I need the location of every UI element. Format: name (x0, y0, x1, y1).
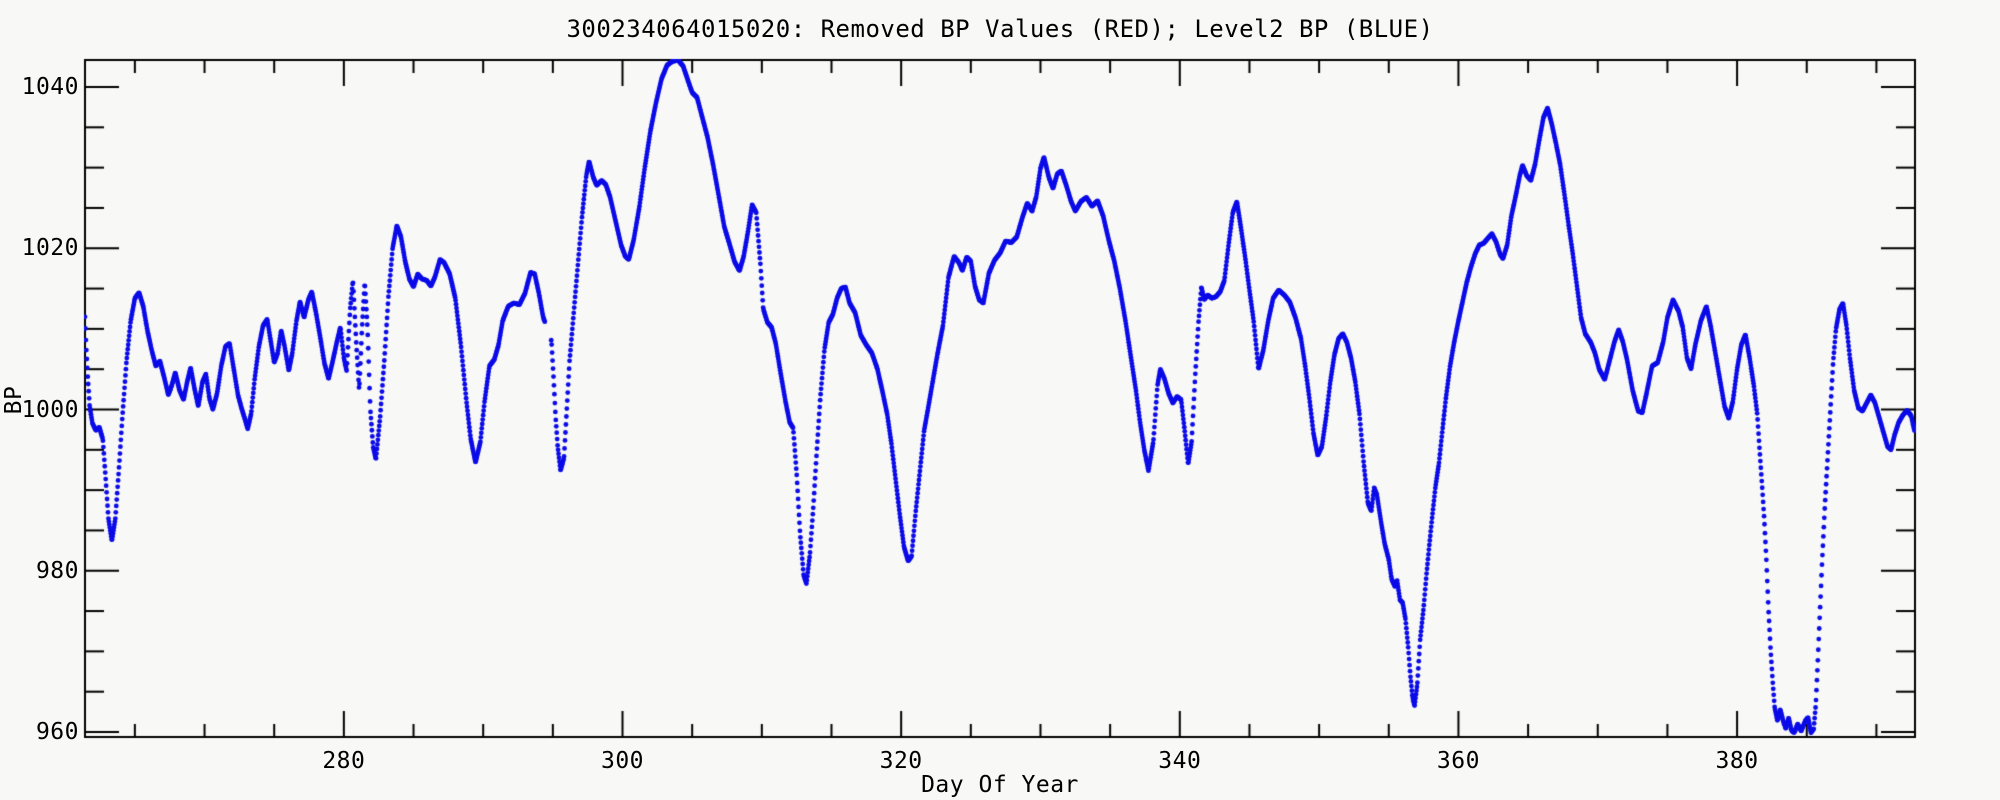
y-tick-label-980: 980 (35, 557, 79, 584)
x-tick-label-320: 320 (879, 748, 923, 774)
x-tick-label-380: 380 (1715, 748, 1759, 774)
chart-title: 300234064015020: Removed BP Values (RED)… (566, 15, 1434, 43)
x-tick-label-280: 280 (322, 748, 366, 774)
y-tick-label-960: 960 (35, 719, 79, 745)
y-tick-label-1020: 1020 (21, 235, 79, 262)
y-tick-label-1000: 1000 (21, 396, 79, 423)
x-tick-label-340: 340 (1158, 748, 1202, 774)
x-tick-label-300: 300 (600, 748, 645, 774)
x-axis-title: Day Of Year (921, 772, 1079, 798)
x-tick-label-360: 360 (1436, 748, 1480, 774)
y-tick-label-1040: 1040 (21, 74, 79, 100)
